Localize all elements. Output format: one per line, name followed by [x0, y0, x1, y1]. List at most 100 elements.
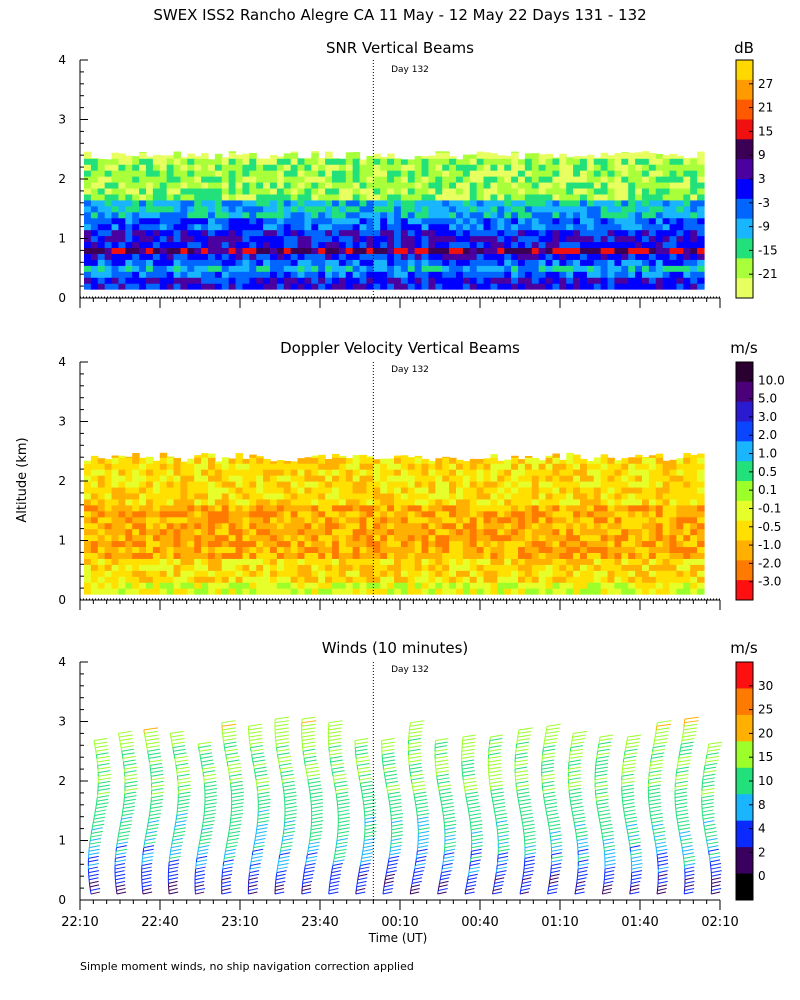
- snr-heatmap-cell: [586, 205, 595, 213]
- snr-heatmap-cell: [208, 170, 216, 177]
- doppler-heatmap-cell: [304, 475, 312, 482]
- doppler-heatmap-cell: [518, 522, 526, 530]
- doppler-heatmap-cell: [614, 576, 622, 583]
- doppler-heatmap-cell: [111, 463, 120, 470]
- snr-heatmap-cell: [628, 176, 636, 183]
- doppler-heatmap-cell: [442, 456, 450, 458]
- doppler-heatmap-cell: [683, 457, 691, 464]
- doppler-heatmap-cell: [504, 552, 512, 559]
- snr-heatmap-cell: [345, 259, 354, 266]
- snr-heatmap-cell: [469, 205, 478, 213]
- doppler-heatmap-cell: [442, 576, 450, 583]
- doppler-heatmap-cell: [456, 588, 464, 595]
- snr-heatmap-cell: [614, 247, 622, 254]
- doppler-heatmap-cell: [462, 528, 471, 536]
- snr-heatmap-cell: [497, 283, 505, 290]
- doppler-heatmap-cell: [593, 457, 602, 464]
- snr-heatmap-cell: [414, 176, 423, 183]
- snr-colorbar-segment: [736, 218, 753, 239]
- snr-heatmap-cell: [697, 164, 705, 171]
- doppler-heatmap-cell: [414, 534, 423, 542]
- doppler-heatmap-cell: [325, 492, 333, 500]
- snr-heatmap-cell: [146, 265, 154, 272]
- snr-heatmap-cell: [580, 259, 588, 266]
- snr-heatmap-cell: [373, 283, 381, 290]
- doppler-heatmap-cell: [325, 522, 333, 530]
- doppler-heatmap-cell: [270, 564, 278, 571]
- snr-heatmap-cell: [338, 241, 347, 249]
- snr-heatmap-cell: [683, 181, 691, 189]
- snr-heatmap-cell: [600, 152, 609, 159]
- snr-heatmap-cell: [607, 155, 616, 159]
- doppler-heatmap-cell: [132, 552, 140, 559]
- wind-barb: [172, 745, 186, 749]
- snr-heatmap-cell: [201, 170, 209, 177]
- doppler-heatmap-cell: [159, 486, 168, 494]
- wind-barb: [204, 805, 216, 809]
- snr-heatmap-cell: [407, 229, 416, 237]
- snr-heatmap-cell: [483, 199, 492, 207]
- doppler-heatmap-cell: [497, 463, 505, 470]
- doppler-heatmap-cell: [256, 522, 264, 530]
- doppler-heatmap-cell: [531, 492, 540, 500]
- doppler-heatmap-cell: [442, 546, 450, 553]
- snr-heatmap-cell: [669, 158, 678, 165]
- doppler-heatmap-cell: [469, 510, 478, 518]
- doppler-heatmap-cell: [552, 558, 560, 565]
- snr-heatmap-cell: [497, 277, 505, 284]
- snr-heatmap-cell: [676, 277, 684, 284]
- snr-heatmap-cell: [373, 265, 381, 272]
- doppler-heatmap-cell: [387, 504, 395, 512]
- snr-heatmap-cell: [469, 158, 478, 165]
- doppler-heatmap-cell: [345, 504, 354, 512]
- doppler-heatmap-cell: [104, 510, 113, 518]
- snr-heatmap-cell: [435, 151, 443, 153]
- snr-heatmap-cell: [497, 211, 505, 219]
- doppler-heatmap-cell: [669, 558, 678, 565]
- snr-heatmap-cell: [235, 277, 244, 284]
- doppler-heatmap-cell: [194, 522, 202, 530]
- doppler-heatmap-cell: [518, 492, 526, 500]
- doppler-heatmap-cell: [559, 469, 567, 476]
- doppler-heatmap-cell: [180, 546, 188, 553]
- snr-heatmap-cell: [173, 151, 182, 153]
- doppler-heatmap-cell: [593, 498, 602, 506]
- doppler-heatmap-cell: [276, 552, 285, 559]
- wind-staff: [146, 747, 149, 752]
- doppler-heatmap-cell: [249, 534, 257, 542]
- wind-staff: [198, 747, 200, 752]
- doppler-heatmap-cell: [483, 504, 492, 512]
- snr-heatmap-cell: [290, 151, 299, 153]
- snr-heatmap-cell: [642, 193, 650, 201]
- snr-heatmap-cell: [325, 241, 333, 249]
- doppler-heatmap-cell: [228, 546, 237, 553]
- snr-heatmap-cell: [146, 170, 154, 177]
- doppler-heatmap-cell: [194, 463, 202, 470]
- snr-heatmap-cell: [139, 193, 147, 201]
- snr-heatmap-cell: [697, 176, 705, 183]
- doppler-heatmap-cell: [490, 475, 498, 482]
- doppler-heatmap-cell: [366, 558, 374, 565]
- wind-staff: [223, 854, 226, 859]
- doppler-heatmap-cell: [208, 504, 216, 512]
- wind-staff: [95, 751, 97, 755]
- doppler-heatmap-cell: [538, 522, 547, 530]
- doppler-heatmap-cell: [697, 552, 705, 559]
- doppler-heatmap-cell: [111, 564, 120, 571]
- doppler-heatmap-cell: [235, 481, 244, 488]
- doppler-heatmap-cell: [559, 486, 567, 494]
- winds-colorbar-segment: [736, 847, 753, 875]
- doppler-heatmap-cell: [84, 492, 92, 500]
- snr-heatmap-cell: [187, 187, 195, 195]
- doppler-heatmap-cell: [586, 540, 595, 548]
- doppler-heatmap-cell: [435, 558, 443, 565]
- wind-barb: [176, 770, 191, 774]
- snr-heatmap-cell: [152, 193, 161, 201]
- doppler-heatmap-cell: [166, 522, 175, 530]
- snr-heatmap-cell: [387, 153, 395, 159]
- wind-staff: [198, 751, 201, 755]
- snr-heatmap-cell: [607, 235, 616, 243]
- snr-heatmap-cell: [201, 181, 209, 189]
- wind-barb: [230, 784, 244, 788]
- snr-heatmap-cell: [208, 199, 216, 207]
